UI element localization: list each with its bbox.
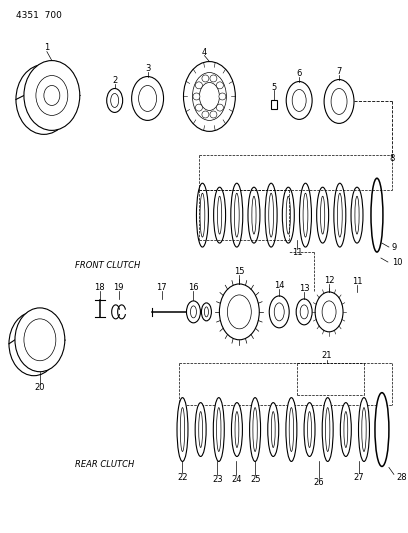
Text: 26: 26 [314,478,324,487]
Text: REAR CLUTCH: REAR CLUTCH [75,460,134,469]
Ellipse shape [375,393,389,466]
Ellipse shape [250,398,261,462]
Text: 13: 13 [299,285,309,294]
Text: 27: 27 [354,473,364,482]
Text: 25: 25 [250,475,261,484]
Ellipse shape [227,295,251,329]
Circle shape [216,82,224,89]
Circle shape [202,75,209,82]
Ellipse shape [36,76,68,116]
Ellipse shape [340,402,351,456]
Circle shape [210,111,217,118]
Text: 8: 8 [389,154,394,163]
Ellipse shape [214,187,226,243]
Ellipse shape [177,398,188,462]
Text: 2: 2 [112,76,118,85]
Ellipse shape [213,398,224,462]
Text: 6: 6 [297,69,302,78]
Ellipse shape [317,187,328,243]
Text: 1: 1 [44,43,49,52]
Circle shape [210,75,217,82]
Text: 15: 15 [234,268,244,277]
Ellipse shape [359,398,370,462]
Ellipse shape [268,402,279,456]
Ellipse shape [202,303,211,321]
Ellipse shape [299,183,311,247]
Circle shape [195,104,202,111]
Text: 22: 22 [177,473,188,482]
Ellipse shape [24,319,56,361]
Text: 16: 16 [188,284,199,293]
Text: 20: 20 [35,383,45,392]
Ellipse shape [196,183,208,247]
Ellipse shape [186,301,200,323]
Text: 7: 7 [336,67,342,76]
Text: 4: 4 [202,48,207,57]
Text: 17: 17 [156,284,167,293]
Ellipse shape [220,284,259,340]
Ellipse shape [282,187,294,243]
Bar [271,100,277,109]
Ellipse shape [315,292,343,332]
Ellipse shape [351,187,363,243]
Ellipse shape [15,308,65,372]
Circle shape [195,82,202,89]
Text: 11: 11 [352,278,362,286]
Ellipse shape [322,301,336,323]
Circle shape [202,111,209,118]
Ellipse shape [195,402,206,456]
Circle shape [219,93,226,100]
Text: 21: 21 [322,351,333,360]
Text: 12: 12 [324,277,334,286]
Text: 23: 23 [212,475,223,484]
Text: 14: 14 [274,281,284,290]
Text: 5: 5 [272,83,277,92]
Circle shape [193,93,200,100]
Text: 18: 18 [94,284,105,293]
Ellipse shape [184,62,235,131]
Ellipse shape [231,402,242,456]
Text: 11: 11 [292,247,302,256]
Ellipse shape [248,187,260,243]
Text: 28: 28 [396,473,406,482]
Text: 10: 10 [392,257,402,266]
Ellipse shape [231,183,243,247]
Ellipse shape [322,398,333,462]
Ellipse shape [371,178,383,252]
Ellipse shape [265,183,277,247]
Ellipse shape [286,398,297,462]
Ellipse shape [193,72,226,120]
Text: 9: 9 [392,243,397,252]
Text: 4351  700: 4351 700 [16,11,62,20]
Ellipse shape [334,183,346,247]
Ellipse shape [304,402,315,456]
Text: 19: 19 [113,284,124,293]
Circle shape [216,104,224,111]
Text: 3: 3 [145,64,150,73]
Ellipse shape [24,61,80,131]
Text: 24: 24 [231,475,242,484]
Text: FRONT CLUTCH: FRONT CLUTCH [75,261,140,270]
